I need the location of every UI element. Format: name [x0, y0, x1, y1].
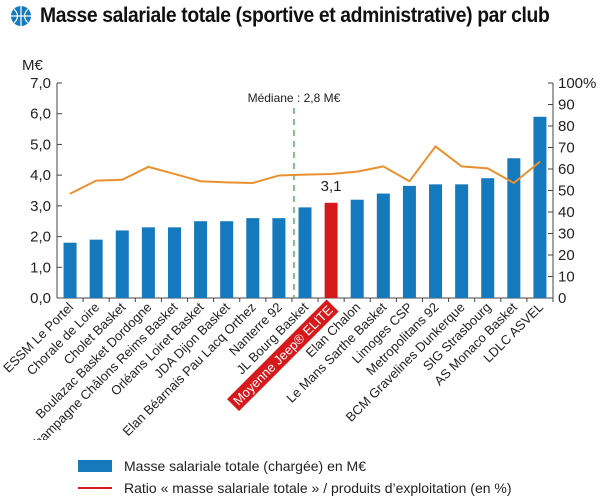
bar-2	[115, 230, 129, 298]
legend-label-bars: Masse salariale totale (chargée) en M€	[124, 458, 367, 474]
ratio-point-17	[513, 182, 515, 184]
ratio-point-1	[95, 180, 97, 182]
y-tick-label-left: 5,0	[30, 136, 51, 153]
bar-18	[533, 116, 547, 299]
ratio-point-16	[487, 167, 489, 169]
ratio-point-2	[121, 179, 123, 181]
bar-10	[324, 202, 338, 298]
ratio-point-7	[252, 182, 254, 184]
y-tick-label-left: 2,0	[30, 229, 51, 246]
y-tick-label-left: 7,0	[30, 75, 51, 92]
bar-1	[89, 239, 103, 298]
legend-swatch-bars	[78, 460, 112, 472]
y-tick-label-left: 1,0	[30, 259, 51, 276]
y-tick-label-left: 0,0	[30, 290, 51, 307]
ratio-point-14	[435, 145, 437, 147]
legend-item-line: Ratio « masse salariale totale » / produ…	[78, 480, 512, 496]
bar-0	[63, 242, 77, 298]
bar-9	[298, 207, 312, 298]
legend-swatch-line	[78, 487, 112, 489]
basketball-icon	[11, 6, 31, 26]
ratio-point-3	[147, 166, 149, 168]
chart-title-text: Masse salariale totale (sportive et admi…	[40, 4, 550, 27]
ratio-point-6	[226, 181, 228, 183]
bar-7	[246, 218, 260, 298]
bar-6	[220, 221, 234, 298]
y-tick-label-right: 100%	[558, 75, 596, 92]
highlight-value-label: 3,1	[321, 178, 342, 195]
ratio-point-10	[330, 173, 332, 175]
ratio-point-18	[539, 161, 541, 163]
median-label: Médiane : 2,8 M€	[248, 91, 341, 105]
highlight-label-bg	[226, 299, 339, 412]
ratio-point-11	[356, 171, 358, 173]
ratio-point-13	[408, 180, 410, 182]
ratio-point-4	[173, 173, 175, 175]
bar-14	[429, 184, 443, 298]
y-tick-label-left: 6,0	[30, 106, 51, 123]
bar-12	[376, 193, 390, 298]
bar-15	[455, 184, 469, 298]
ratio-point-9	[304, 174, 306, 176]
bar-4	[167, 227, 181, 298]
y-tick-label-left: 4,0	[30, 167, 51, 184]
ratio-point-12	[382, 165, 384, 167]
bar-11	[350, 199, 364, 298]
ratio-point-5	[200, 180, 202, 182]
legend-label-line: Ratio « masse salariale totale » / produ…	[124, 480, 512, 496]
y-tick-label-right: 60	[558, 161, 575, 178]
legend-item-bars: Masse salariale totale (chargée) en M€	[78, 458, 366, 474]
y-tick-label-right: 50	[558, 183, 575, 200]
y-tick-label-right: 0	[558, 290, 566, 307]
y-tick-label-right: 70	[558, 140, 575, 157]
chart-title: Masse salariale totale (sportive et admi…	[10, 4, 594, 28]
y-tick-label-right: 40	[558, 204, 575, 221]
y-tick-label-right: 10	[558, 269, 575, 286]
y-tick-label-right: 20	[558, 247, 575, 264]
y-tick-label-right: 90	[558, 97, 575, 114]
bar-3	[141, 227, 155, 298]
ratio-point-15	[461, 165, 463, 167]
plot-area: M€ 0,0 1,0 2,0 3,0 4,0 5,0 6,0 7,0 0 10 20 30 40 50 60 7…	[0, 57, 596, 440]
ratio-point-8	[278, 174, 280, 176]
bar-17	[507, 158, 521, 298]
ratio-line	[69, 145, 541, 195]
bar-16	[481, 178, 495, 298]
bar-5	[194, 221, 208, 298]
y-axis-left-label: M€	[22, 57, 43, 74]
y-tick-label-right: 30	[558, 226, 575, 243]
ratio-point-0	[69, 193, 71, 195]
y-tick-label-left: 3,0	[30, 198, 51, 215]
bar-13	[402, 185, 416, 298]
bar-8	[272, 218, 286, 298]
y-tick-label-right: 80	[558, 118, 575, 135]
